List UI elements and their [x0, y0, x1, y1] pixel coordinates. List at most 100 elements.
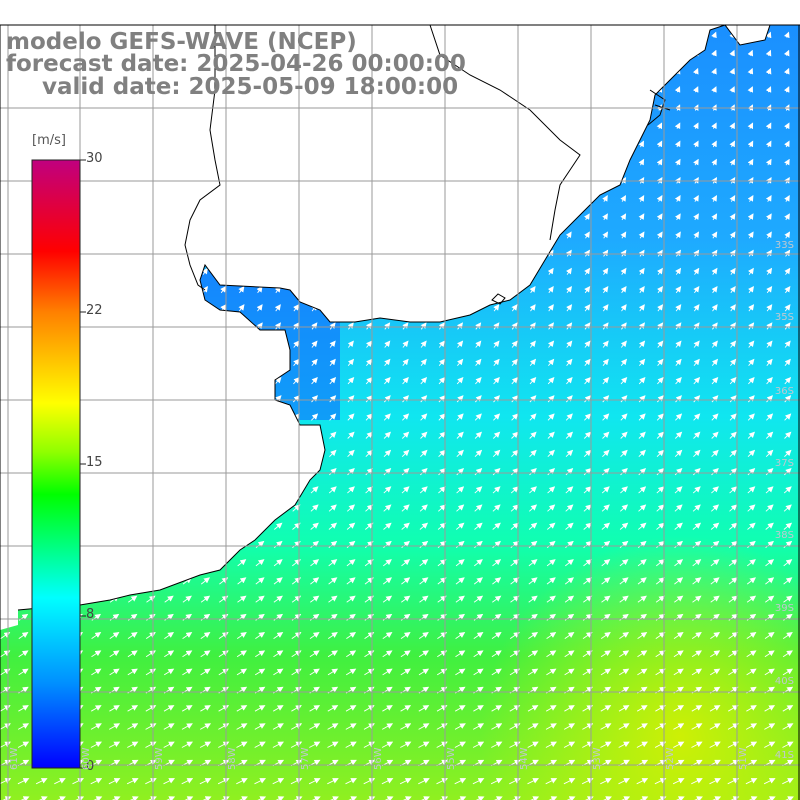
wind-arrow [784, 231, 791, 239]
wind-arrow [365, 486, 374, 494]
wind-arrow [293, 285, 299, 294]
wind-arrow [565, 67, 572, 75]
wind-arrow [329, 322, 336, 330]
wind-arrow [111, 340, 118, 348]
wind-arrow [329, 213, 335, 221]
wind-arrow [693, 267, 700, 275]
wind-arrow [1, 158, 8, 166]
wind-arrow [601, 522, 611, 530]
wind-arrow [147, 304, 154, 312]
wind-arrow [584, 267, 591, 275]
lon-label: 57W [300, 747, 311, 770]
wind-arrow [492, 122, 499, 130]
wind-arrow [675, 249, 681, 257]
wind-arrow [165, 267, 172, 275]
wind-arrow [748, 340, 755, 348]
wind-arrow [183, 213, 190, 221]
wind-arrow [511, 285, 518, 294]
wind-arrow [583, 431, 592, 439]
wind-arrow [729, 231, 736, 239]
wind-arrow [310, 195, 317, 202]
wind-arrow [602, 158, 608, 166]
wind-arrow [455, 632, 466, 639]
wind-arrow [511, 249, 518, 257]
wind-arrow [182, 540, 192, 549]
wind-arrow [292, 395, 300, 403]
wind-arrow [437, 577, 447, 585]
wind-arrow [765, 140, 772, 148]
wind-arrow [729, 213, 736, 221]
wind-arrow [529, 158, 535, 166]
wind-arrow [638, 195, 645, 202]
wind-arrow [638, 140, 644, 148]
wind-arrow [510, 86, 517, 93]
wind-arrow [219, 158, 226, 166]
wind-arrow [347, 340, 354, 348]
wind-arrow [747, 213, 754, 221]
wind-arrow [529, 49, 535, 57]
wind-arrow [256, 231, 263, 239]
wind-arrow [583, 504, 592, 512]
wind-arrow [92, 486, 101, 494]
wind-arrow [401, 522, 410, 530]
wind-arrow [528, 540, 538, 549]
wind-arrow [128, 449, 137, 458]
wind-arrow [20, 322, 27, 330]
wind-arrow [765, 449, 774, 458]
wind-arrow [547, 31, 553, 39]
wind-arrow [674, 559, 684, 567]
wind-arrow [601, 559, 611, 567]
wind-arrow [782, 632, 793, 639]
wind-arrow [766, 376, 773, 385]
wind-arrow [165, 322, 172, 330]
wind-arrow [747, 195, 754, 202]
wind-arrow [183, 158, 190, 166]
wind-arrow [400, 632, 411, 639]
wind-arrow [347, 376, 355, 385]
wind-arrow [147, 358, 154, 366]
wind-arrow [747, 468, 756, 476]
wind-arrow [728, 595, 738, 603]
wind-arrow [620, 486, 628, 494]
wind-arrow [164, 577, 174, 585]
wind-arrow [219, 140, 226, 148]
wind-arrow [310, 449, 319, 458]
wind-arrow [565, 431, 574, 439]
wind-arrow [127, 650, 138, 658]
wind-arrow [547, 158, 554, 166]
wind-arrow [256, 431, 264, 439]
wind-arrow [602, 304, 609, 312]
wind-arrow [657, 322, 664, 330]
wind-arrow [110, 395, 118, 403]
wind-arrow [547, 395, 555, 403]
wind-arrow [602, 395, 610, 403]
wind-arrow [456, 322, 464, 330]
wind-arrow [200, 577, 210, 585]
wind-arrow [529, 249, 536, 257]
wind-arrow [383, 522, 392, 530]
wind-arrow [456, 449, 464, 458]
wind-arrow [402, 304, 409, 312]
wind-arrow [493, 267, 500, 275]
wind-arrow [565, 231, 572, 239]
wind-arrow [328, 468, 337, 476]
wind-arrow [201, 122, 208, 130]
wind-arrow [292, 122, 299, 130]
wind-arrow [583, 49, 590, 57]
wind-arrow [474, 395, 482, 403]
wind-arrow [583, 67, 590, 75]
wind-arrow [602, 122, 608, 130]
wind-arrow [493, 376, 500, 385]
wind-arrow [583, 522, 592, 530]
wind-arrow [92, 140, 98, 148]
wind-arrow [638, 376, 646, 385]
wind-arrow [565, 122, 572, 130]
wind-arrow [328, 559, 338, 567]
lat-label: 40S [774, 676, 794, 687]
wind-arrow [511, 322, 518, 330]
wind-arrow [711, 304, 718, 312]
wind-arrow [164, 632, 175, 639]
wind-arrow [765, 468, 774, 476]
wind-arrow [692, 577, 702, 585]
wind-arrow [601, 31, 608, 39]
